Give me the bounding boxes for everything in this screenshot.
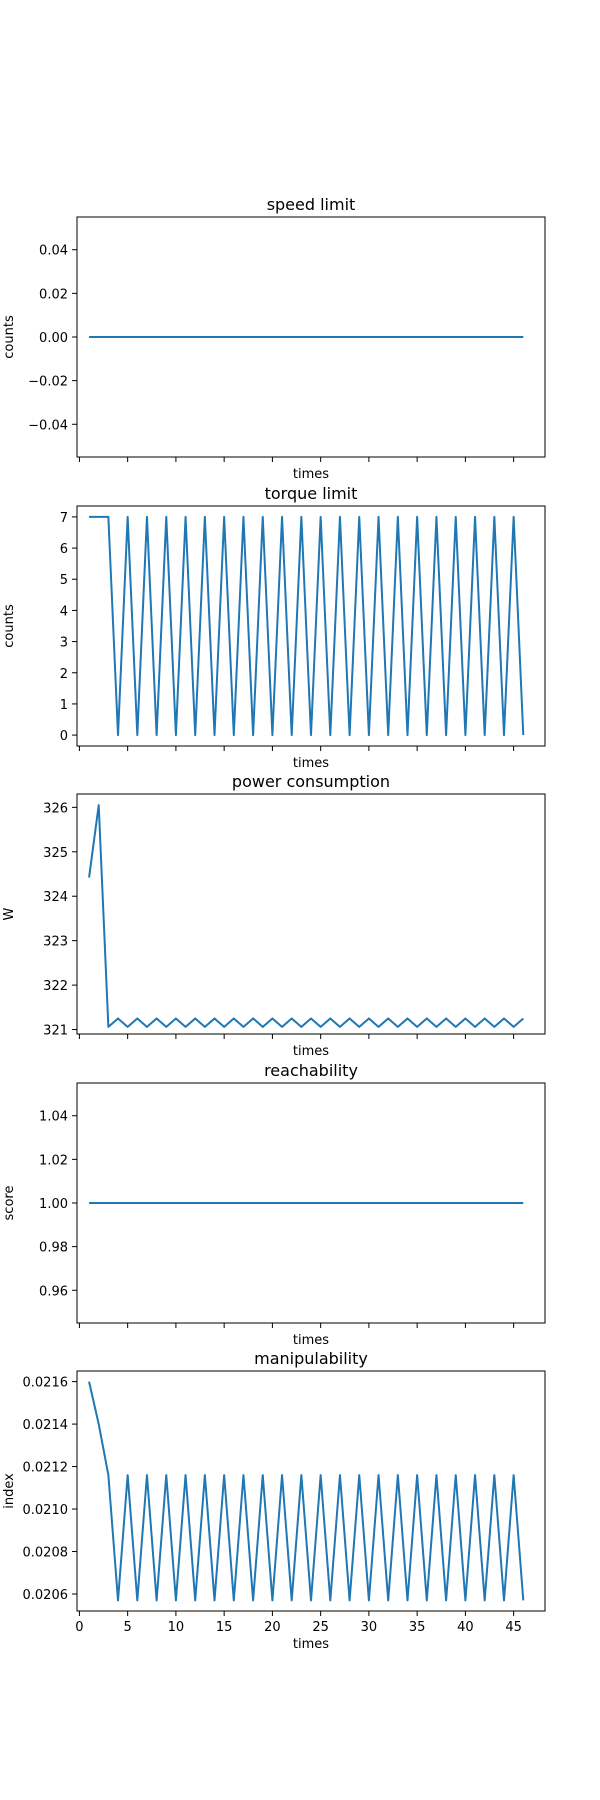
x-tick-label: 20 xyxy=(264,1620,281,1635)
y-axis-label: score xyxy=(2,1186,17,1221)
chart-title: reachability xyxy=(264,1061,358,1080)
chart-panel-3: power consumption 321 322 323 324 325 326 times… xyxy=(2,772,546,1059)
y-tick-label: 6 xyxy=(60,542,68,557)
chart-title: torque limit xyxy=(265,484,358,503)
y-tick-label: 1.02 xyxy=(39,1153,68,1168)
x-tick-label: 40 xyxy=(457,1620,474,1635)
x-tick-label: 35 xyxy=(409,1620,426,1635)
y-tick-label: 324 xyxy=(43,890,68,905)
y-tick-label: 0.96 xyxy=(39,1284,68,1299)
y-tick-label: 321 xyxy=(43,1024,68,1039)
x-axis-label: times xyxy=(293,467,329,482)
x-tick-label: 5 xyxy=(124,1620,132,1635)
y-axis-label: counts xyxy=(2,604,17,648)
y-tick-label: 0.0212 xyxy=(23,1461,69,1476)
data-series-line xyxy=(88,1381,525,1602)
chart-panel-5: manipulability 0 5 10 15 20 25 30 35 40 45 0.0206 0.… xyxy=(2,1349,546,1652)
x-tick-label: 25 xyxy=(312,1620,329,1635)
y-tick-label: 1.04 xyxy=(39,1110,68,1125)
y-tick-label: 1.00 xyxy=(39,1197,68,1212)
chart-panel-2: torque limit 0 1 2 3 4 5 6 7 times counts xyxy=(2,484,546,771)
x-axis-label: times xyxy=(293,1637,329,1652)
y-axis-label: W xyxy=(2,907,17,920)
y-tick-label: 0.0214 xyxy=(23,1418,69,1433)
y-tick-label: 322 xyxy=(43,979,68,994)
y-tick-label: 323 xyxy=(43,935,68,950)
x-axis-label: times xyxy=(293,756,329,771)
data-series-line xyxy=(89,515,525,737)
chart-title: power consumption xyxy=(232,772,390,791)
y-tick-label: 0.0210 xyxy=(23,1503,69,1518)
chart-title: manipulability xyxy=(254,1349,368,1368)
plot-frame xyxy=(76,505,546,747)
y-tick-label: 0.0216 xyxy=(23,1376,69,1391)
y-tick-label: 0.02 xyxy=(39,287,68,302)
y-tick-label: 1 xyxy=(60,698,68,713)
y-tick-label: 5 xyxy=(60,573,68,588)
y-tick-label: −0.04 xyxy=(28,418,68,433)
y-tick-label: 2 xyxy=(60,667,68,682)
y-tick-label: −0.02 xyxy=(28,375,68,390)
chart-title: speed limit xyxy=(267,195,356,214)
y-tick-label: 0.0208 xyxy=(23,1546,69,1561)
y-tick-label: 0.0206 xyxy=(23,1588,69,1603)
y-tick-label: 0.98 xyxy=(39,1241,68,1256)
plot-frame xyxy=(76,1370,546,1612)
y-tick-label: 326 xyxy=(43,801,68,816)
y-tick-label: 7 xyxy=(60,511,68,526)
plot-frame xyxy=(76,793,546,1035)
y-tick-label: 0.00 xyxy=(39,331,68,346)
y-tick-label: 0 xyxy=(60,729,68,744)
y-axis-label: index xyxy=(2,1473,17,1509)
y-axis-label: counts xyxy=(2,315,17,359)
chart-panel-4: reachability 0.96 0.98 1.00 1.02 1.04 times sco… xyxy=(2,1061,546,1348)
y-tick-label: 325 xyxy=(43,846,68,861)
data-series-line xyxy=(88,804,524,1028)
x-tick-label: 45 xyxy=(505,1620,522,1635)
y-tick-label: 3 xyxy=(60,636,68,651)
x-axis-label: times xyxy=(293,1333,329,1348)
x-tick-label: 10 xyxy=(168,1620,185,1635)
x-tick-label: 0 xyxy=(75,1620,83,1635)
x-tick-label: 30 xyxy=(361,1620,378,1635)
chart-panel-1: speed limit −0.04 −0.02 0.00 0.02 0.04 times co… xyxy=(2,195,546,482)
x-axis-label: times xyxy=(293,1044,329,1059)
x-tick-label: 15 xyxy=(216,1620,233,1635)
y-tick-label: 4 xyxy=(60,604,68,619)
y-tick-label: 0.04 xyxy=(39,244,68,259)
